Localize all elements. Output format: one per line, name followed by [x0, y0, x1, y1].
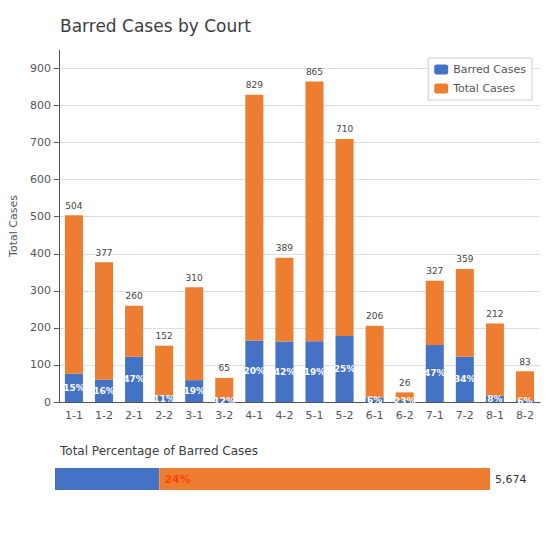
svg-text:25%: 25%	[334, 364, 356, 374]
svg-text:400: 400	[30, 247, 51, 260]
svg-text:6%: 6%	[367, 395, 382, 405]
svg-text:8-1: 8-1	[486, 409, 504, 422]
svg-text:26: 26	[399, 378, 411, 388]
svg-text:200: 200	[30, 321, 51, 334]
svg-text:600: 600	[30, 173, 51, 186]
svg-text:Total Cases: Total Cases	[452, 82, 515, 95]
svg-text:Total Percentage of Barred Cas: Total Percentage of Barred Cases	[59, 444, 258, 458]
svg-text:865: 865	[306, 67, 323, 77]
svg-text:6%: 6%	[517, 396, 532, 406]
svg-text:500: 500	[30, 210, 51, 223]
svg-text:8%: 8%	[487, 394, 502, 404]
svg-text:7-2: 7-2	[456, 409, 474, 422]
svg-text:359: 359	[456, 254, 473, 264]
svg-text:Total Cases: Total Cases	[7, 195, 20, 258]
svg-text:212: 212	[486, 309, 503, 319]
svg-text:327: 327	[426, 266, 443, 276]
svg-text:900: 900	[30, 62, 51, 75]
svg-text:4-1: 4-1	[245, 409, 263, 422]
svg-text:1-1: 1-1	[65, 409, 83, 422]
svg-text:47%: 47%	[123, 374, 145, 384]
svg-text:3-1: 3-1	[185, 409, 203, 422]
svg-text:3-2: 3-2	[215, 409, 233, 422]
svg-text:Barred Cases by Court: Barred Cases by Court	[60, 16, 251, 36]
svg-text:206: 206	[366, 311, 383, 321]
svg-text:260: 260	[125, 291, 142, 301]
svg-text:5,674: 5,674	[495, 473, 527, 486]
svg-text:100: 100	[30, 358, 51, 371]
svg-text:6-2: 6-2	[396, 409, 414, 422]
svg-text:42%: 42%	[274, 367, 296, 377]
svg-text:12%: 12%	[214, 396, 236, 406]
svg-text:11%: 11%	[153, 394, 175, 404]
svg-text:5-1: 5-1	[305, 409, 323, 422]
svg-text:700: 700	[30, 136, 51, 149]
svg-text:15%: 15%	[63, 383, 85, 393]
svg-text:377: 377	[95, 248, 112, 258]
svg-text:389: 389	[276, 243, 293, 253]
svg-text:0: 0	[44, 396, 51, 409]
svg-text:829: 829	[246, 80, 263, 90]
svg-text:300: 300	[30, 284, 51, 297]
svg-text:19%: 19%	[183, 386, 205, 396]
svg-text:16%: 16%	[93, 386, 115, 396]
svg-text:710: 710	[336, 124, 353, 134]
svg-text:20%: 20%	[244, 366, 266, 376]
svg-text:7-1: 7-1	[426, 409, 444, 422]
svg-text:6-1: 6-1	[366, 409, 384, 422]
svg-text:47%: 47%	[424, 368, 446, 378]
svg-text:19%: 19%	[304, 367, 326, 377]
svg-text:5-2: 5-2	[336, 409, 354, 422]
svg-text:24%: 24%	[164, 473, 190, 486]
svg-text:65: 65	[219, 363, 230, 373]
svg-text:34%: 34%	[454, 374, 476, 384]
svg-text:310: 310	[186, 273, 203, 283]
svg-text:2-2: 2-2	[155, 409, 173, 422]
svg-text:8-2: 8-2	[516, 409, 534, 422]
svg-text:1-2: 1-2	[95, 409, 113, 422]
svg-text:504: 504	[65, 201, 82, 211]
svg-text:4-2: 4-2	[275, 409, 293, 422]
svg-text:800: 800	[30, 99, 51, 112]
svg-text:2-1: 2-1	[125, 409, 143, 422]
svg-text:152: 152	[156, 331, 173, 341]
svg-text:83: 83	[519, 357, 530, 367]
svg-text:Barred Cases: Barred Cases	[453, 63, 526, 76]
svg-text:23%: 23%	[394, 396, 416, 406]
